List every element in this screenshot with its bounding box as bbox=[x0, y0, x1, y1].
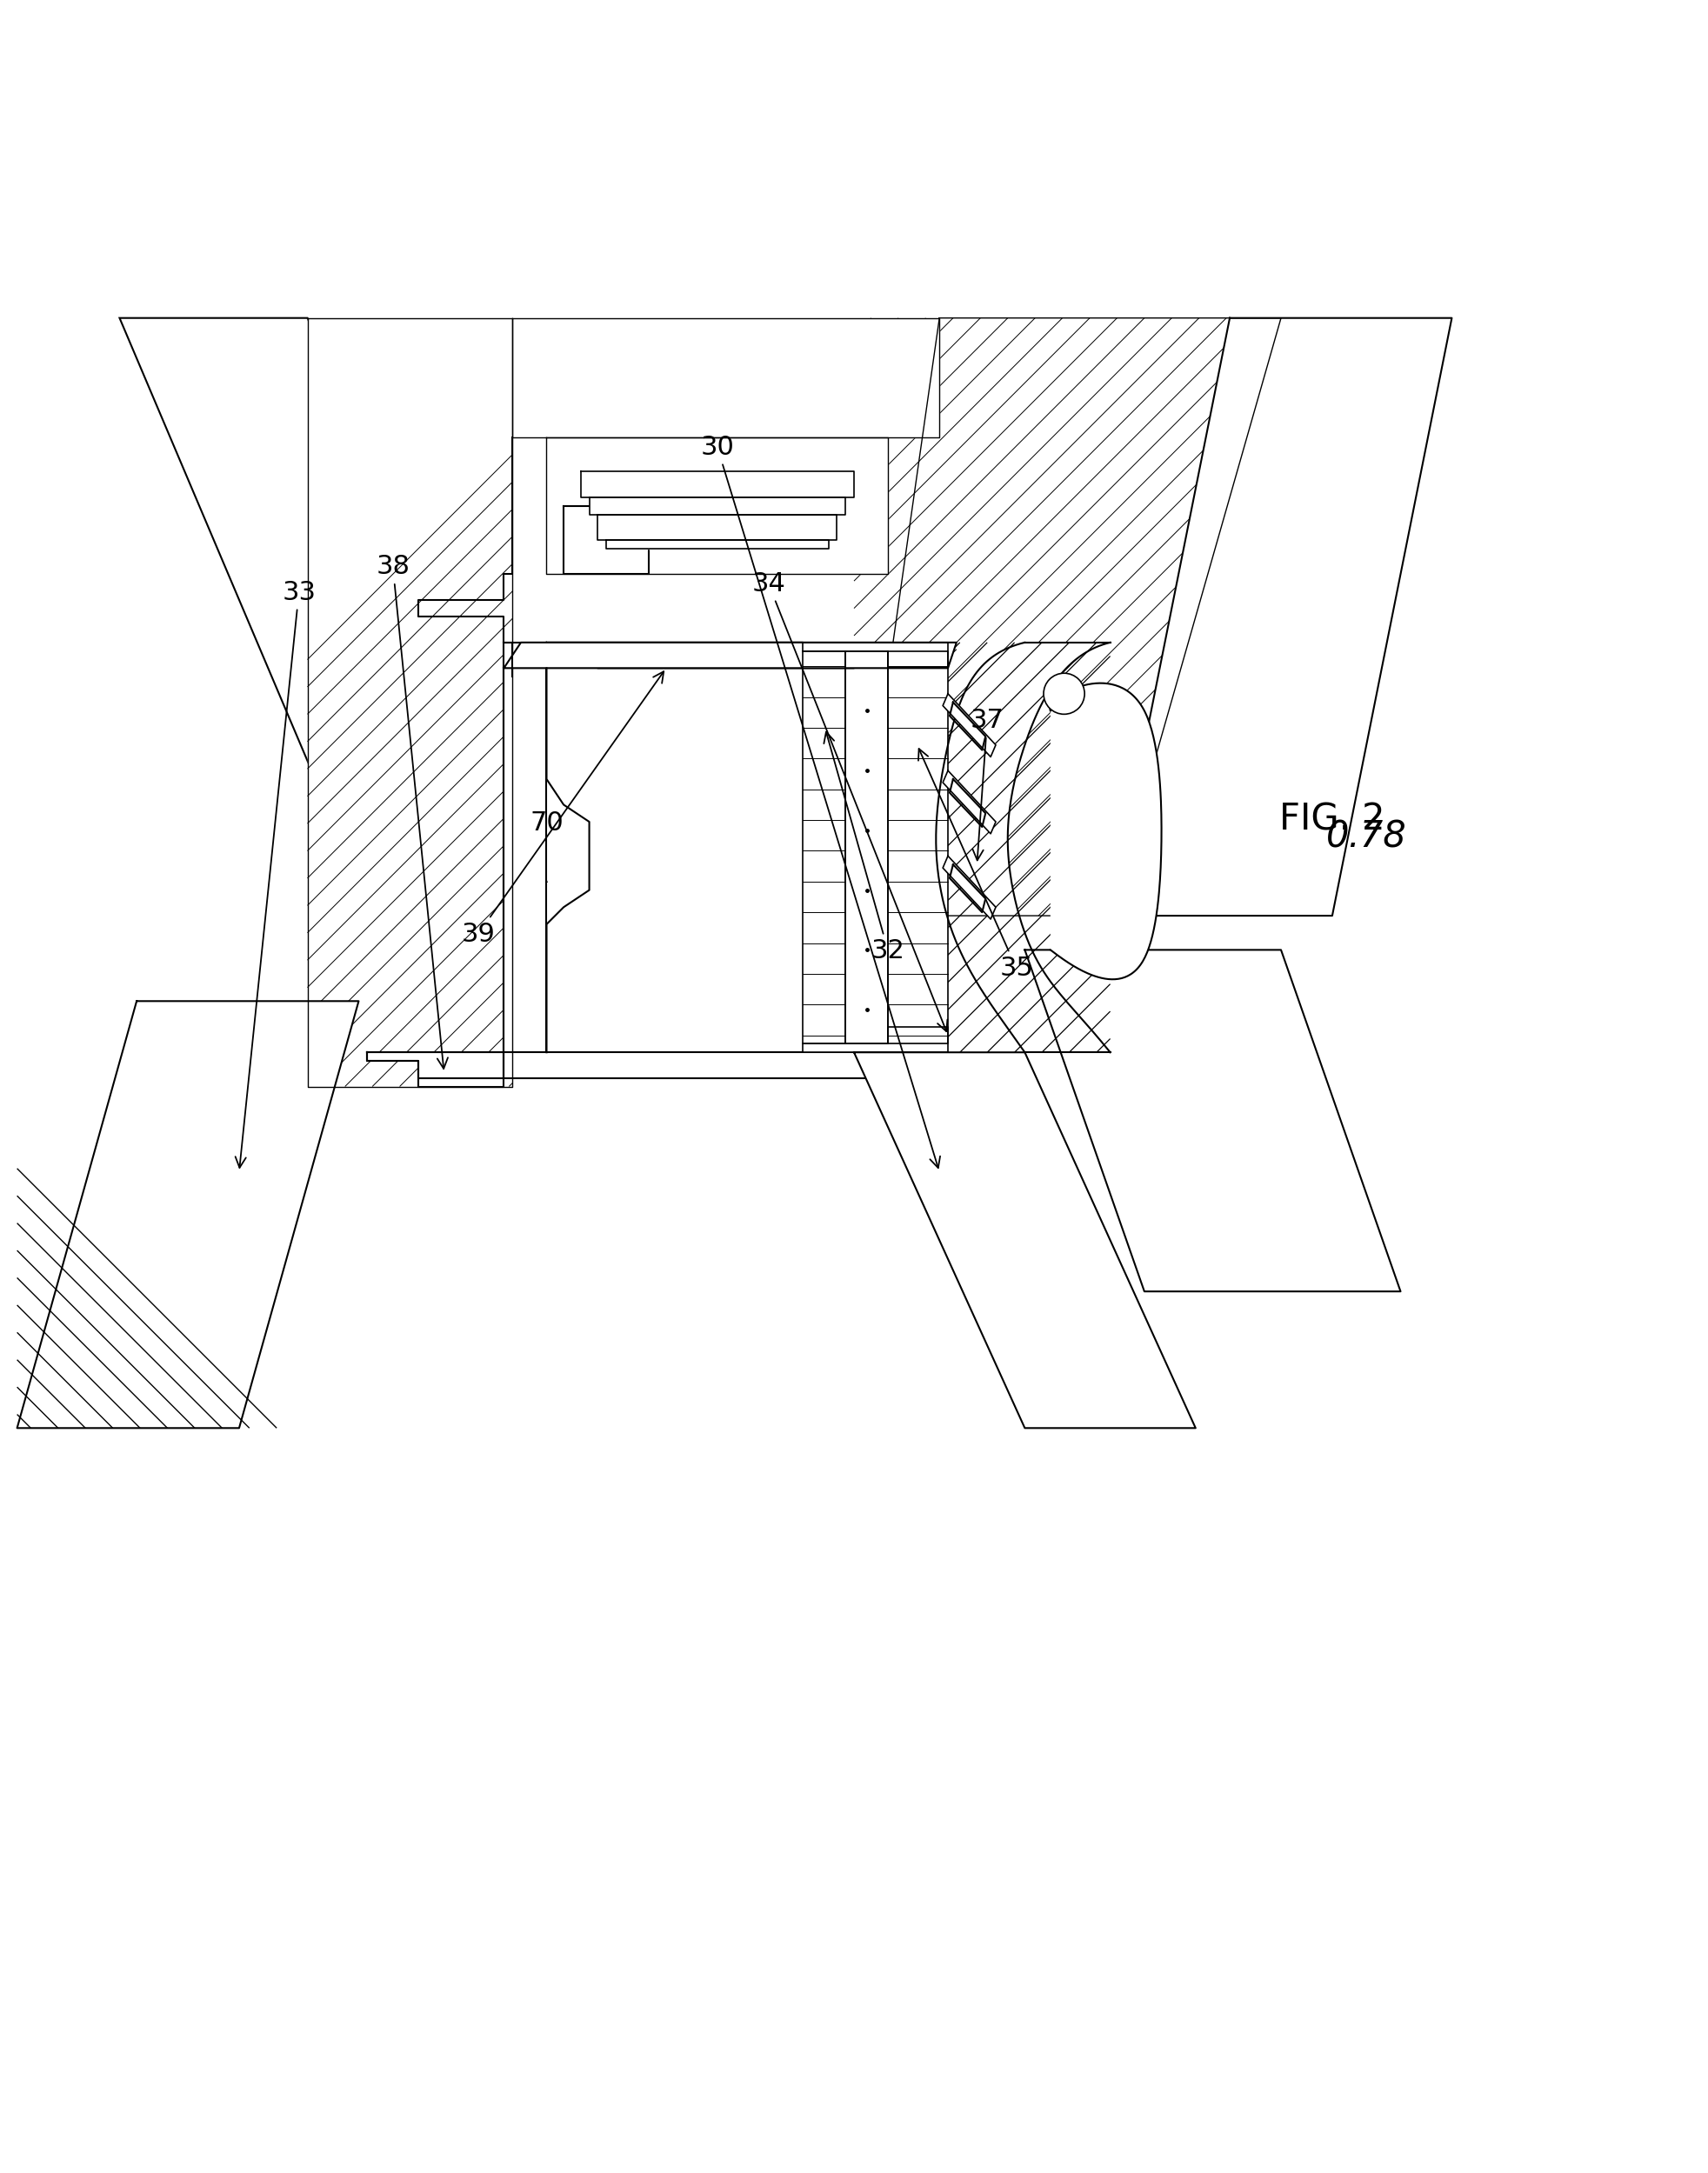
Polygon shape bbox=[606, 541, 828, 548]
Text: FIG. 2: FIG. 2 bbox=[1279, 802, 1385, 839]
Polygon shape bbox=[504, 643, 948, 667]
Polygon shape bbox=[547, 437, 888, 574]
Polygon shape bbox=[1110, 317, 1452, 915]
Polygon shape bbox=[504, 643, 956, 667]
Polygon shape bbox=[504, 1052, 948, 1078]
Polygon shape bbox=[803, 1026, 948, 1052]
Polygon shape bbox=[845, 652, 888, 1043]
Polygon shape bbox=[943, 771, 996, 834]
Polygon shape bbox=[943, 856, 996, 919]
Text: 33: 33 bbox=[236, 580, 316, 1167]
Polygon shape bbox=[547, 643, 854, 667]
Polygon shape bbox=[120, 317, 547, 882]
Text: 39: 39 bbox=[461, 671, 664, 947]
Circle shape bbox=[1044, 674, 1085, 715]
Polygon shape bbox=[803, 643, 948, 667]
Polygon shape bbox=[581, 472, 854, 498]
Polygon shape bbox=[504, 667, 547, 1052]
Text: 38: 38 bbox=[376, 554, 447, 1069]
Polygon shape bbox=[598, 515, 837, 541]
Text: 34: 34 bbox=[752, 571, 948, 1032]
Polygon shape bbox=[936, 643, 1110, 1052]
Polygon shape bbox=[1050, 682, 1161, 980]
Polygon shape bbox=[589, 498, 845, 515]
Polygon shape bbox=[1025, 950, 1401, 1291]
Polygon shape bbox=[367, 1052, 504, 1086]
Polygon shape bbox=[888, 652, 948, 1043]
Polygon shape bbox=[307, 317, 512, 1086]
Text: 30: 30 bbox=[700, 435, 939, 1167]
Polygon shape bbox=[854, 317, 1281, 915]
Polygon shape bbox=[17, 1002, 359, 1428]
Text: 0.78: 0.78 bbox=[1325, 819, 1407, 856]
Polygon shape bbox=[564, 506, 649, 574]
Polygon shape bbox=[803, 652, 845, 1043]
Text: 32: 32 bbox=[823, 732, 905, 963]
Polygon shape bbox=[367, 1052, 504, 1078]
Polygon shape bbox=[943, 693, 996, 756]
Text: 37: 37 bbox=[970, 708, 1004, 861]
Polygon shape bbox=[854, 1052, 1196, 1428]
Text: 35: 35 bbox=[919, 750, 1033, 980]
Text: 70: 70 bbox=[529, 811, 564, 837]
Polygon shape bbox=[512, 317, 939, 437]
